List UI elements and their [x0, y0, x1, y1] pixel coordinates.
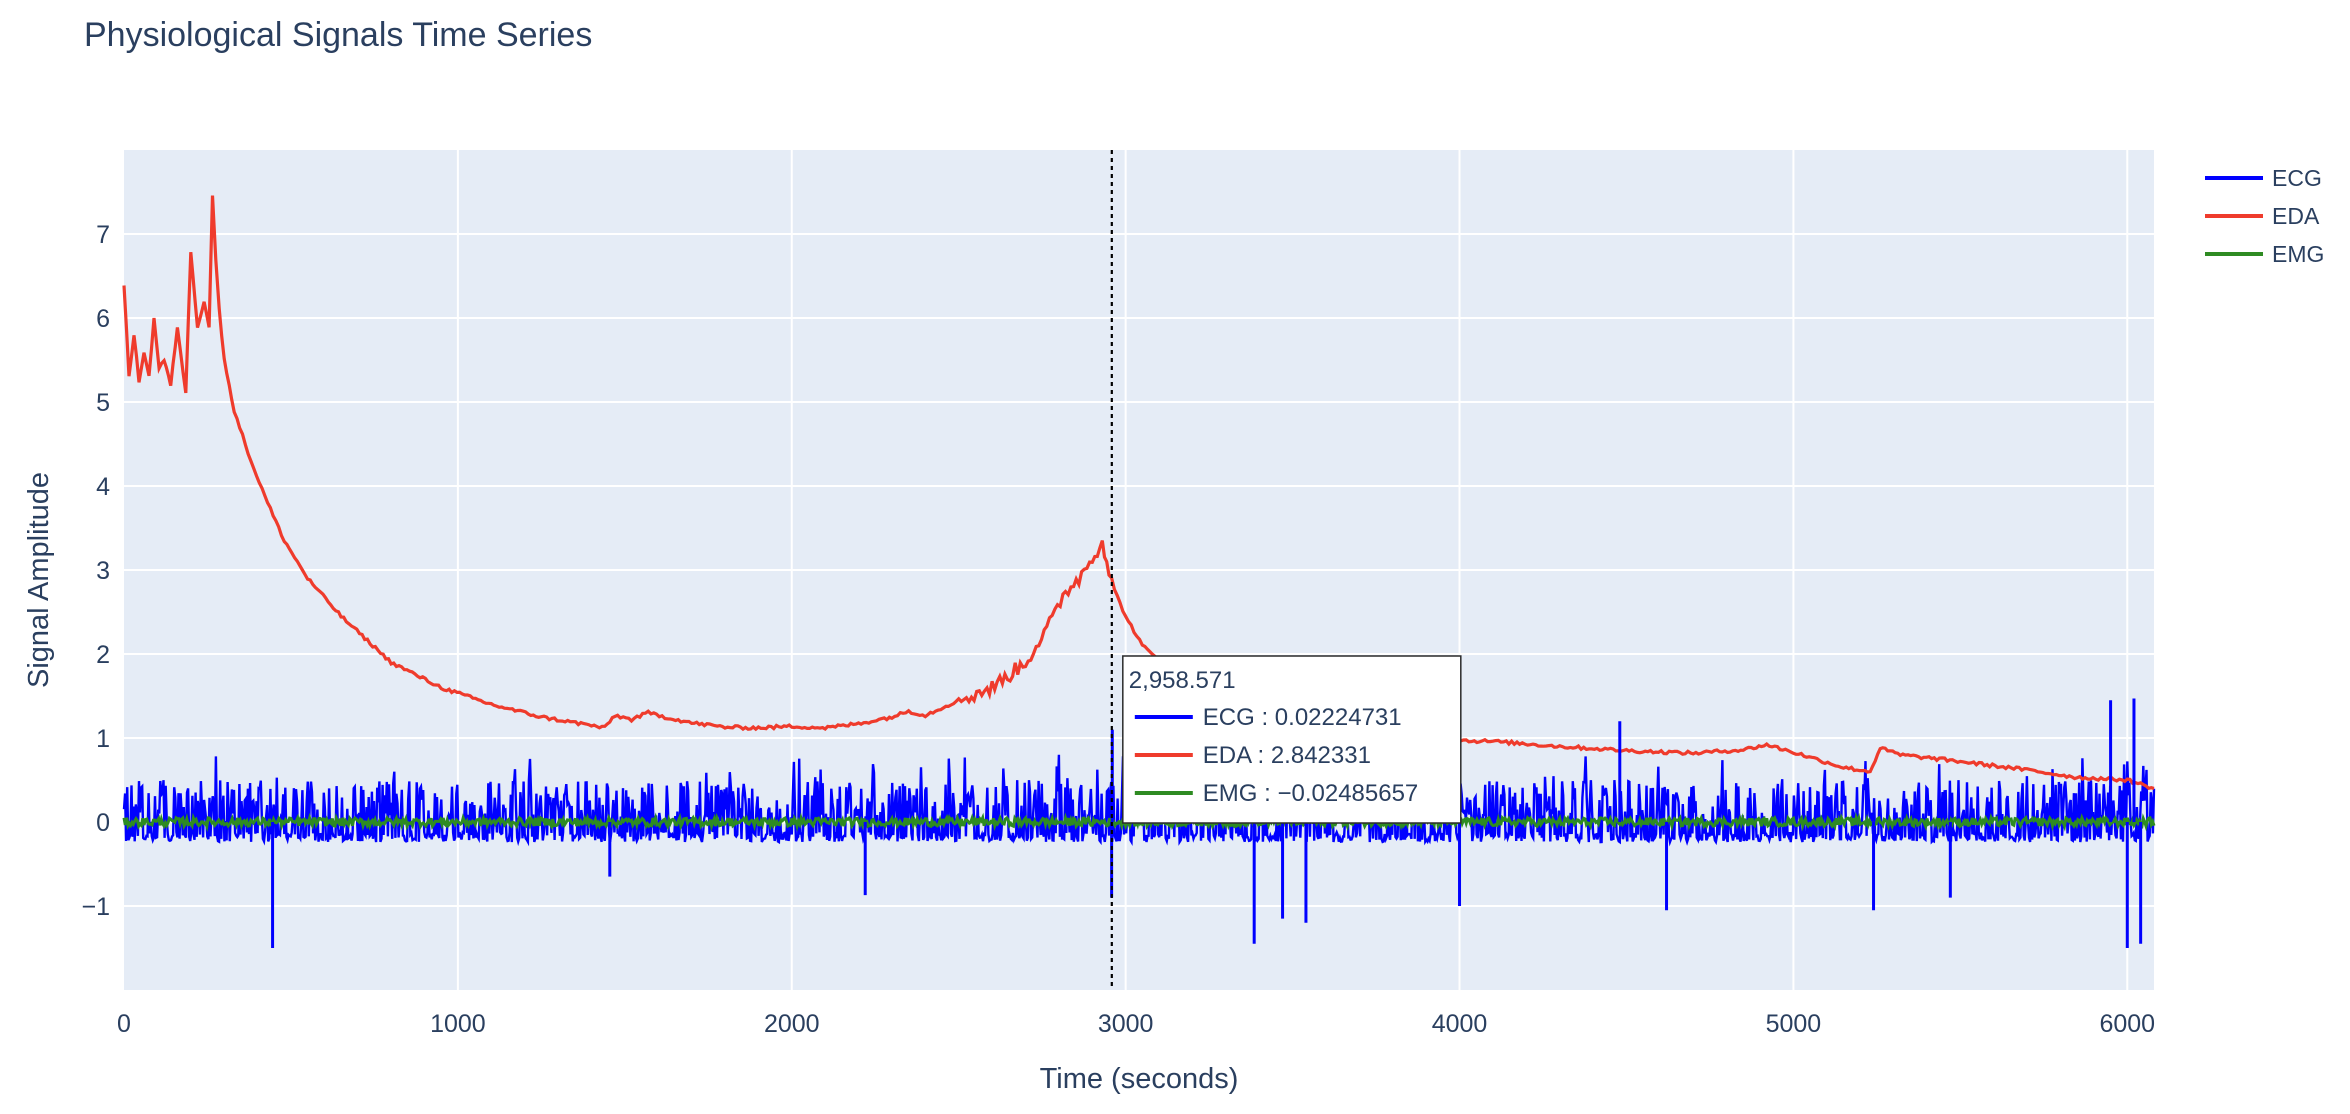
y-tick-label: −1	[81, 893, 110, 921]
legend-label: ECG	[2272, 165, 2322, 191]
hover-entry: EMG : −0.02485657	[1203, 780, 1418, 807]
y-axis-title: Signal Amplitude	[23, 472, 55, 688]
x-axis-title: Time (seconds)	[1040, 1063, 1239, 1095]
legend-item-ecg[interactable]: ECG	[2205, 165, 2322, 191]
legend-item-emg[interactable]: EMG	[2205, 241, 2324, 267]
legend-label: EMG	[2272, 241, 2324, 267]
hover-x-value: 2,958.571	[1129, 667, 1236, 694]
y-tick-label: 5	[96, 389, 110, 417]
hover-tooltip-box	[1122, 655, 1462, 824]
chart-title: Physiological Signals Time Series	[84, 16, 593, 54]
y-tick-label: 6	[96, 305, 110, 333]
y-tick-label: 2	[96, 641, 110, 669]
x-tick-label: 0	[117, 1010, 131, 1038]
x-tick-label: 5000	[1766, 1010, 1822, 1038]
hover-entry: EDA : 2.842331	[1203, 742, 1371, 769]
legend-item-eda[interactable]: EDA	[2205, 203, 2320, 229]
x-tick-label: 2000	[764, 1010, 820, 1038]
y-tick-label: 3	[96, 557, 110, 585]
x-tick-label: 1000	[430, 1010, 486, 1038]
x-tick-label: 3000	[1098, 1010, 1154, 1038]
y-tick-label: 0	[96, 809, 110, 837]
y-tick-label: 7	[96, 221, 110, 249]
x-tick-label: 6000	[2099, 1010, 2155, 1038]
legend-label: EDA	[2272, 203, 2320, 229]
x-tick-label: 4000	[1432, 1010, 1488, 1038]
y-tick-label: 4	[96, 473, 110, 501]
hover-entry: ECG : 0.02224731	[1203, 704, 1402, 731]
y-tick-label: 1	[96, 725, 110, 753]
hover-tooltip: 2,958.571 ECG : 0.02224731 EDA : 2.842331 E…	[1122, 655, 1462, 824]
eda-series-line[interactable]	[122, 195, 2155, 791]
